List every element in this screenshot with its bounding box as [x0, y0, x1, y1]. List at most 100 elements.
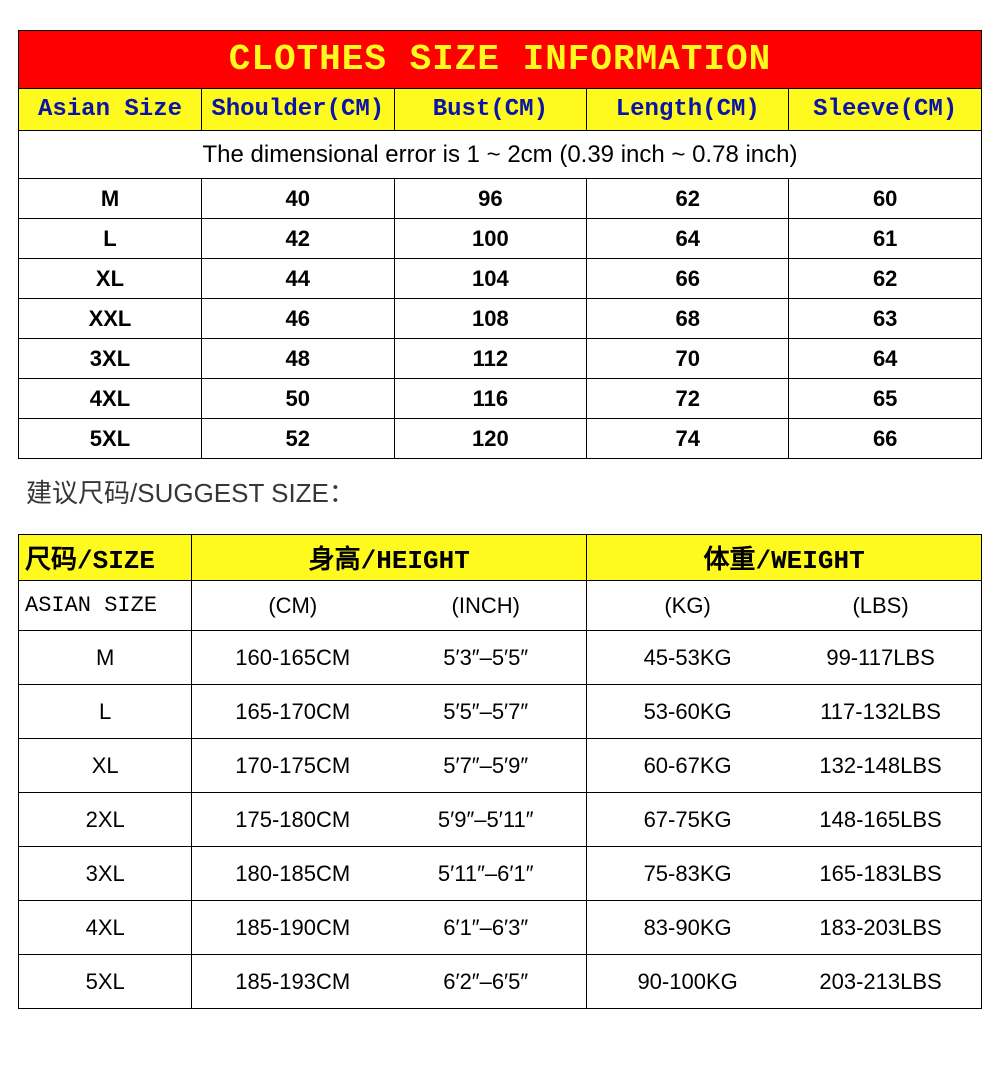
table-row: 3XL481127064: [19, 339, 982, 379]
table-cell: 50: [201, 379, 394, 419]
height-inch: 5′11″–6′1″: [389, 861, 582, 887]
table-cell: 66: [789, 419, 982, 459]
table-cell: 72: [587, 379, 789, 419]
height-inch: 6′1″–6′3″: [389, 915, 582, 941]
table-row: XL441046662: [19, 259, 982, 299]
table-cell: 96: [394, 179, 587, 219]
height-inch: 5′3″–5′5″: [389, 645, 582, 671]
weight-cell: 75-83KG165-183LBS: [587, 847, 982, 901]
weight-lbs: 132-148LBS: [784, 753, 977, 779]
weight-lbs: 183-203LBS: [784, 915, 977, 941]
col-length: Length(CM): [587, 89, 789, 131]
height-inch: 5′9″–5′11″: [389, 807, 582, 833]
table-cell: XXL: [19, 299, 202, 339]
table-cell: 65: [789, 379, 982, 419]
weight-cell: 60-67KG132-148LBS: [587, 739, 982, 793]
table-cell: XL: [19, 259, 202, 299]
height-cell: 180-185CM5′11″–6′1″: [192, 847, 587, 901]
height-cm: 165-170CM: [196, 699, 389, 725]
table-row: 3XL180-185CM5′11″–6′1″75-83KG165-183LBS: [19, 847, 982, 901]
height-cell: 170-175CM5′7″–5′9″: [192, 739, 587, 793]
size-cell: L: [19, 685, 192, 739]
table-cell: 74: [587, 419, 789, 459]
weight-kg: 45-53KG: [591, 645, 784, 671]
table-row: M40966260: [19, 179, 982, 219]
weight-lbs: 165-183LBS: [784, 861, 977, 887]
clothes-size-table: CLOTHES SIZE INFORMATION Asian Size Shou…: [18, 30, 982, 459]
unit-height: (CM)(INCH): [192, 581, 587, 631]
dimensional-error-note: The dimensional error is 1 ~ 2cm (0.39 i…: [19, 131, 982, 179]
height-cm: 175-180CM: [196, 807, 389, 833]
height-cm: 185-193CM: [196, 969, 389, 995]
table1-title-row: CLOTHES SIZE INFORMATION: [19, 31, 982, 89]
height-cm: 160-165CM: [196, 645, 389, 671]
unit-inch: (INCH): [389, 593, 582, 619]
table1-title: CLOTHES SIZE INFORMATION: [19, 31, 982, 89]
table1-header-row: Asian Size Shoulder(CM) Bust(CM) Length(…: [19, 89, 982, 131]
col-shoulder: Shoulder(CM): [201, 89, 394, 131]
weight-kg: 83-90KG: [591, 915, 784, 941]
weight-cell: 67-75KG148-165LBS: [587, 793, 982, 847]
table-cell: M: [19, 179, 202, 219]
table-cell: 68: [587, 299, 789, 339]
weight-kg: 67-75KG: [591, 807, 784, 833]
weight-kg: 60-67KG: [591, 753, 784, 779]
table-cell: 60: [789, 179, 982, 219]
size-cell: 2XL: [19, 793, 192, 847]
table-cell: 42: [201, 219, 394, 259]
unit-weight: (KG)(LBS): [587, 581, 982, 631]
table-row: 4XL501167265: [19, 379, 982, 419]
table-cell: 4XL: [19, 379, 202, 419]
table-row: XXL461086863: [19, 299, 982, 339]
table-cell: 64: [587, 219, 789, 259]
table-cell: 40: [201, 179, 394, 219]
height-cm: 170-175CM: [196, 753, 389, 779]
table-cell: L: [19, 219, 202, 259]
table-row: L421006461: [19, 219, 982, 259]
table-row: 2XL175-180CM5′9″–5′11″67-75KG148-165LBS: [19, 793, 982, 847]
height-cell: 165-170CM5′5″–5′7″: [192, 685, 587, 739]
weight-kg: 75-83KG: [591, 861, 784, 887]
table-cell: 116: [394, 379, 587, 419]
table2-header-row: 尺码/SIZE 身高/HEIGHT 体重/WEIGHT: [19, 535, 982, 581]
table-cell: 108: [394, 299, 587, 339]
unit-lbs: (LBS): [784, 593, 977, 619]
unit-kg: (KG): [591, 593, 784, 619]
table-row: L165-170CM5′5″–5′7″53-60KG117-132LBS: [19, 685, 982, 739]
col-weight: 体重/WEIGHT: [587, 535, 982, 581]
size-cell: M: [19, 631, 192, 685]
table-cell: 48: [201, 339, 394, 379]
table-cell: 3XL: [19, 339, 202, 379]
table-cell: 62: [587, 179, 789, 219]
weight-cell: 45-53KG99-117LBS: [587, 631, 982, 685]
height-cell: 160-165CM5′3″–5′5″: [192, 631, 587, 685]
table-cell: 100: [394, 219, 587, 259]
weight-lbs: 148-165LBS: [784, 807, 977, 833]
weight-kg: 53-60KG: [591, 699, 784, 725]
table-cell: 120: [394, 419, 587, 459]
height-cm: 185-190CM: [196, 915, 389, 941]
height-cell: 185-190CM6′1″–6′3″: [192, 901, 587, 955]
unit-cm: (CM): [196, 593, 389, 619]
height-cell: 185-193CM6′2″–6′5″: [192, 955, 587, 1009]
col-height: 身高/HEIGHT: [192, 535, 587, 581]
height-inch: 5′7″–5′9″: [389, 753, 582, 779]
weight-cell: 83-90KG183-203LBS: [587, 901, 982, 955]
table-cell: 46: [201, 299, 394, 339]
table-row: 5XL185-193CM6′2″–6′5″90-100KG203-213LBS: [19, 955, 982, 1009]
height-inch: 5′5″–5′7″: [389, 699, 582, 725]
table-cell: 64: [789, 339, 982, 379]
weight-kg: 90-100KG: [591, 969, 784, 995]
suggest-size-label: 建议尺码/SUGGEST SIZE：: [26, 473, 982, 510]
size-cell: 5XL: [19, 955, 192, 1009]
table-cell: 5XL: [19, 419, 202, 459]
table-cell: 63: [789, 299, 982, 339]
table-cell: 104: [394, 259, 587, 299]
table-cell: 112: [394, 339, 587, 379]
weight-lbs: 99-117LBS: [784, 645, 977, 671]
suggest-size-table: 尺码/SIZE 身高/HEIGHT 体重/WEIGHT ASIAN SIZE (…: [18, 534, 982, 1009]
height-inch: 6′2″–6′5″: [389, 969, 582, 995]
unit-asian-size: ASIAN SIZE: [19, 581, 192, 631]
col-size: 尺码/SIZE: [19, 535, 192, 581]
size-cell: 4XL: [19, 901, 192, 955]
